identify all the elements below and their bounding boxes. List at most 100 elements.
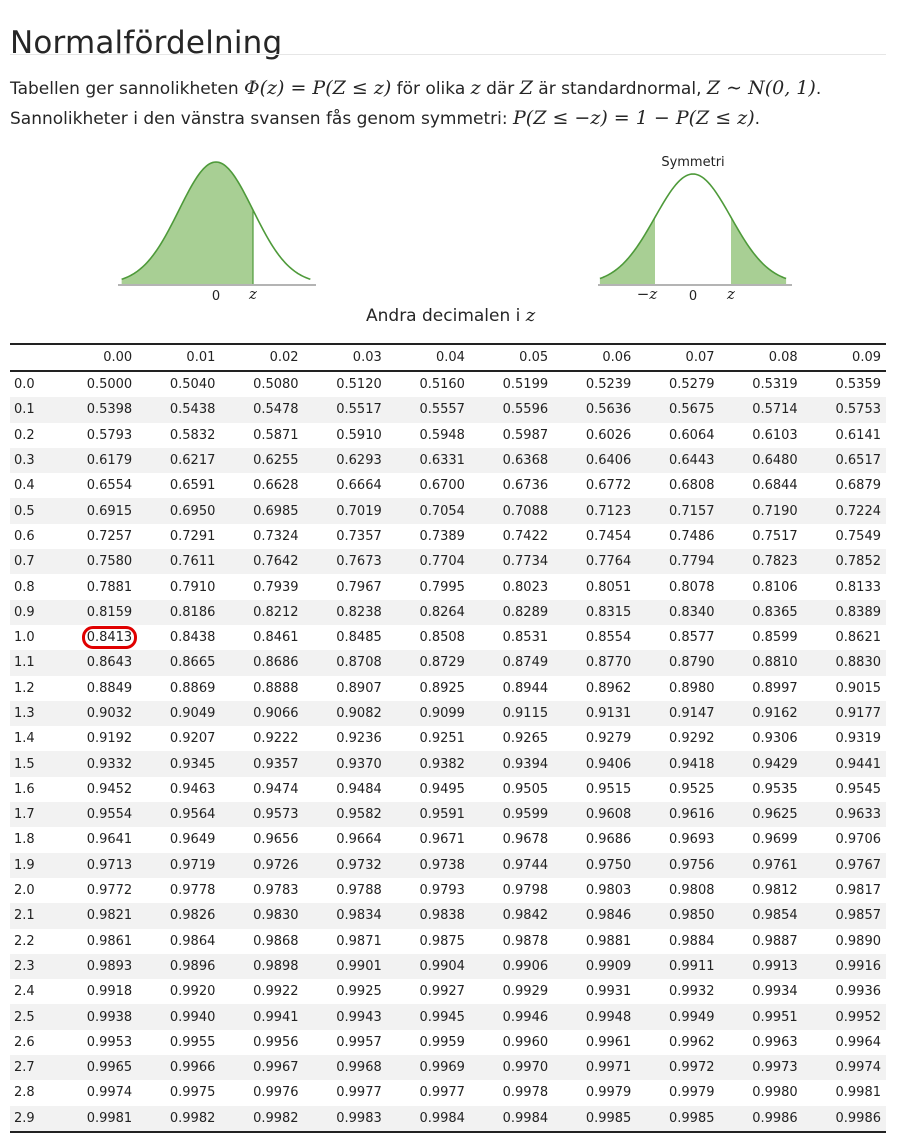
table-cell: 0.9857 [802, 903, 886, 929]
table-cell: 0.9956 [253, 1034, 299, 1050]
table-cell: 0.9306 [752, 731, 798, 747]
table-cell: 0.6808 [669, 478, 715, 494]
table-cell: 0.7257 [86, 528, 133, 544]
table-cell: 0.8365 [719, 599, 803, 625]
table-cell: 0.9943 [303, 1004, 387, 1030]
row-header: 1.6 [14, 781, 35, 797]
table-cell: 0.9049 [137, 700, 221, 727]
table-cell: 0.9332 [54, 751, 138, 777]
table-caption: Andra decimalen i z [366, 305, 535, 326]
table-cell: 0.7794 [636, 549, 720, 575]
table-cell: 0.9686 [585, 832, 632, 848]
table-cell: 0.6879 [835, 478, 882, 494]
table-cell: 0.9834 [303, 903, 387, 929]
table-cell: 0.6628 [253, 478, 299, 494]
table-cell: 0.6554 [86, 478, 133, 494]
table-cell: 0.6368 [469, 447, 554, 474]
figure-symmetry-svg: Symmetri −z 0 z [598, 155, 792, 304]
table-cell: 0.6844 [752, 478, 798, 494]
table-cell: 0.9726 [220, 852, 304, 878]
table-cell: 0.9940 [137, 1004, 221, 1030]
table-cell: 0.9982 [220, 1105, 304, 1132]
table-cell: 0.9678 [502, 832, 549, 848]
table-cell: 0.8708 [303, 650, 387, 676]
table-row: 2.3 0.9893 0.9896 0.9898 0.9901 0.9904 0.9906 0… [10, 953, 886, 980]
row-header: 0.6 [14, 528, 35, 544]
table-cell: 0.8997 [752, 680, 798, 696]
table-cell: 0.9875 [419, 933, 465, 949]
table-cell: 0.9192 [86, 731, 133, 747]
intro-text: för olika [391, 79, 471, 99]
table-cell: 0.9732 [303, 852, 387, 878]
table-cell: 0.9962 [669, 1034, 715, 1050]
table-cell: 0.9625 [719, 802, 803, 828]
table-cell: 0.9761 [719, 852, 803, 878]
table-cell: 0.9382 [386, 751, 470, 777]
table-cell: 0.6064 [669, 427, 715, 443]
table-cell: 0.9906 [469, 953, 554, 980]
table-cell: 0.8340 [636, 599, 720, 625]
table-body: 0.0 0.5000 0.5040 0.5080 0.5120 0.5160 0.5199 0… [10, 371, 886, 1132]
table-cell: 0.5040 [169, 377, 216, 393]
table-cell: 0.7019 [303, 498, 387, 524]
table-cell: 0.8264 [386, 599, 470, 625]
table-cell: 0.9767 [802, 852, 886, 878]
row-header: 1.8 [14, 832, 35, 848]
z-table: 0.00 0.01 0.02 0.03 0.04 0.05 0.06 0.07 0.08 0.09… [10, 343, 886, 1133]
table-cell: 0.7422 [502, 528, 549, 544]
row-header: 1.4 [14, 731, 35, 747]
table-cell: 0.9693 [669, 832, 715, 848]
table-cell: 0.9959 [419, 1034, 465, 1050]
table-cell: 0.9474 [253, 781, 299, 797]
table-cell: 0.8133 [835, 579, 882, 595]
table-cell: 0.9970 [469, 1055, 554, 1081]
table-row: 0.5 0.6915 0.6950 0.6985 0.7019 0.7054 0.7088 0… [10, 498, 886, 524]
table-cell: 0.9984 [386, 1105, 470, 1132]
table-cell: 0.6480 [719, 447, 803, 474]
table-cell: 0.7454 [585, 528, 632, 544]
table-row: 1.8 0.9641 0.9649 0.9656 0.9664 0.9671 0.9678 0… [10, 827, 886, 852]
table-cell: 0.9236 [336, 731, 382, 747]
table-cell: 0.9032 [54, 700, 138, 727]
table-cell: 0.6772 [585, 478, 632, 494]
table-cell: 0.9974 [802, 1055, 886, 1081]
table-row: 1.1 0.8643 0.8665 0.8686 0.8708 0.8729 0.8749 0… [10, 650, 886, 676]
table-cell: 0.6293 [303, 447, 387, 474]
table-cell: 0.9922 [253, 984, 299, 1000]
table-cell: 0.9826 [137, 903, 221, 929]
table-cell: 0.9793 [419, 883, 465, 899]
table-cell: 0.7823 [719, 549, 803, 575]
table-cell: 0.9971 [553, 1055, 637, 1081]
column-header: 0.03 [352, 350, 382, 365]
table-cell: 0.9929 [502, 984, 549, 1000]
row-header: 1.2 [14, 680, 35, 696]
table-cell: 0.7324 [253, 528, 299, 544]
density-curve [121, 161, 311, 281]
table-cell: 0.9980 [752, 1085, 798, 1101]
table-row: 2.8 0.9974 0.9975 0.9976 0.9977 0.9977 0.9978 0… [10, 1080, 886, 1105]
table-cell: 0.7642 [220, 549, 304, 575]
row-header: 2.7 [10, 1055, 54, 1081]
table-cell: 0.9147 [636, 700, 720, 727]
row-header: 2.0 [14, 883, 35, 899]
table-cell: 0.9803 [585, 883, 632, 899]
table-cell: 0.8810 [719, 650, 803, 676]
table-cell: 0.8186 [137, 599, 221, 625]
table-cell: 0.7088 [469, 498, 554, 524]
row-header: 2.1 [10, 903, 54, 929]
table-cell: 0.9798 [502, 883, 549, 899]
table-cell: 0.9664 [336, 832, 382, 848]
table-row: 1.3 0.9032 0.9049 0.9066 0.9082 0.9099 0.9115 0… [10, 700, 886, 727]
table-cell: 0.9850 [636, 903, 720, 929]
table-cell: 0.5871 [253, 427, 299, 443]
left-tail-area [599, 217, 655, 284]
table-cell: 0.9319 [835, 731, 882, 747]
table-cell: 0.9986 [719, 1105, 803, 1132]
table-cell: 0.6255 [220, 447, 304, 474]
table-cell: 0.5714 [719, 397, 803, 423]
table-cell: 0.6985 [220, 498, 304, 524]
row-header: 0.1 [10, 397, 54, 423]
table-cell: 0.9893 [54, 953, 138, 980]
table-cell: 0.8790 [636, 650, 720, 676]
table-cell: 0.8665 [137, 650, 221, 676]
